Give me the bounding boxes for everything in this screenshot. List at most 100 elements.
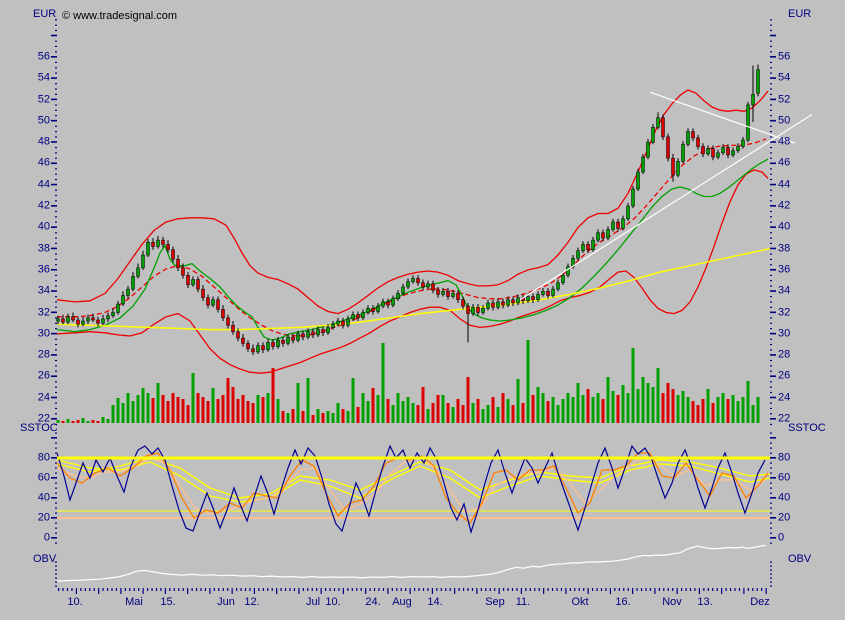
x-axis-tick bbox=[66, 588, 69, 591]
candle-body bbox=[651, 127, 655, 143]
x-axis-tick bbox=[440, 588, 442, 591]
axis-tick bbox=[55, 370, 57, 372]
volume-bar bbox=[191, 373, 195, 423]
axis-tick bbox=[55, 452, 57, 454]
axis-tick bbox=[55, 200, 57, 202]
volume-bar bbox=[91, 420, 95, 423]
axis-tick bbox=[770, 542, 772, 544]
candle-body bbox=[241, 337, 245, 344]
x-axis-tick bbox=[271, 588, 273, 591]
axis-tick bbox=[770, 477, 776, 479]
axis-tick bbox=[770, 274, 772, 276]
candle-body bbox=[451, 293, 455, 297]
price-axis-label-left: 40 bbox=[37, 220, 50, 233]
x-axis-tick bbox=[734, 588, 736, 591]
volume-bar bbox=[381, 343, 385, 423]
x-axis-tick bbox=[689, 588, 692, 591]
obv-line bbox=[56, 544, 767, 582]
axis-tick bbox=[770, 173, 772, 175]
candle-body bbox=[676, 161, 680, 176]
axis-tick bbox=[770, 253, 772, 255]
volume-bar bbox=[511, 405, 515, 423]
axis-tick bbox=[55, 93, 57, 95]
axis-tick bbox=[770, 522, 772, 524]
axis-tick bbox=[51, 226, 57, 228]
candle-body bbox=[711, 148, 715, 158]
x-axis-tick bbox=[209, 588, 211, 594]
axis-tick bbox=[55, 173, 57, 175]
x-axis-tick bbox=[284, 588, 287, 591]
axis-tick bbox=[55, 472, 57, 474]
candle-body bbox=[561, 275, 565, 283]
volume-bar bbox=[116, 398, 120, 423]
x-axis-tick bbox=[155, 588, 158, 591]
axis-tick bbox=[55, 492, 57, 494]
axis-tick bbox=[55, 45, 57, 48]
ma-green-line bbox=[56, 158, 769, 341]
volume-bar bbox=[681, 391, 685, 423]
axis-tick bbox=[770, 285, 772, 287]
sstoc-axis-label-left: 20 bbox=[37, 511, 50, 524]
candle-body bbox=[691, 131, 695, 139]
axis-tick bbox=[770, 146, 772, 149]
volume-bar bbox=[446, 403, 450, 423]
x-axis-tick bbox=[240, 588, 242, 591]
candle-body bbox=[181, 267, 185, 276]
x-axis-tick bbox=[338, 588, 340, 591]
axis-tick bbox=[51, 205, 57, 207]
axis-tick bbox=[770, 168, 772, 170]
candle-body bbox=[221, 309, 225, 319]
x-axis-tick bbox=[729, 588, 732, 591]
volume-bar bbox=[751, 405, 755, 423]
x-axis-tick bbox=[525, 588, 527, 591]
axis-tick bbox=[770, 317, 772, 319]
volume-bar bbox=[456, 399, 460, 423]
x-axis-tick bbox=[106, 588, 109, 591]
x-axis-tick bbox=[480, 588, 482, 591]
x-axis-tick bbox=[151, 588, 153, 591]
x-axis-label: 24. bbox=[365, 596, 381, 608]
axis-tick bbox=[770, 296, 772, 298]
axis-tick bbox=[770, 119, 776, 122]
x-axis-tick bbox=[307, 588, 309, 591]
candle-body bbox=[621, 218, 625, 229]
axis-tick bbox=[770, 327, 772, 330]
volume-bar bbox=[281, 411, 285, 423]
candle-body bbox=[356, 314, 360, 319]
candle-body bbox=[636, 171, 640, 190]
volume-bar bbox=[176, 397, 180, 423]
volume-bar bbox=[296, 383, 300, 423]
axis-tick bbox=[770, 402, 772, 404]
axis-tick bbox=[51, 311, 57, 314]
axis-tick bbox=[770, 322, 772, 324]
axis-tick bbox=[55, 527, 57, 529]
sstoc-label-right: SSTOC bbox=[788, 422, 826, 434]
x-axis-tick bbox=[147, 588, 149, 591]
x-axis-tick bbox=[164, 588, 166, 594]
volume-bar bbox=[76, 420, 80, 423]
candle-body bbox=[61, 318, 65, 323]
candle-body bbox=[171, 249, 175, 260]
x-axis-tick bbox=[752, 588, 754, 591]
x-axis-tick bbox=[667, 588, 669, 591]
volume-bar bbox=[391, 405, 395, 423]
price-axis-label-right: 36 bbox=[778, 263, 791, 276]
x-axis-tick bbox=[258, 588, 260, 591]
obv-label-left: OBV bbox=[33, 553, 57, 565]
x-axis-tick bbox=[373, 588, 376, 591]
axis-tick bbox=[770, 29, 772, 32]
candle-body bbox=[296, 333, 300, 341]
axis-tick bbox=[770, 268, 776, 271]
x-axis-tick bbox=[560, 588, 563, 591]
candle-body bbox=[681, 144, 685, 162]
sstoc-axis-label-right: 40 bbox=[778, 491, 791, 504]
axis-tick bbox=[770, 537, 776, 539]
axis-tick bbox=[770, 581, 772, 583]
x-axis-tick bbox=[761, 588, 763, 591]
volume-bar bbox=[521, 403, 525, 423]
sstoc-axis-label-right: 20 bbox=[778, 511, 791, 524]
axis-tick bbox=[770, 391, 772, 394]
price-axis-label-right: 22 bbox=[778, 412, 791, 425]
volume-bar bbox=[611, 391, 615, 423]
volume-bar bbox=[341, 409, 345, 423]
